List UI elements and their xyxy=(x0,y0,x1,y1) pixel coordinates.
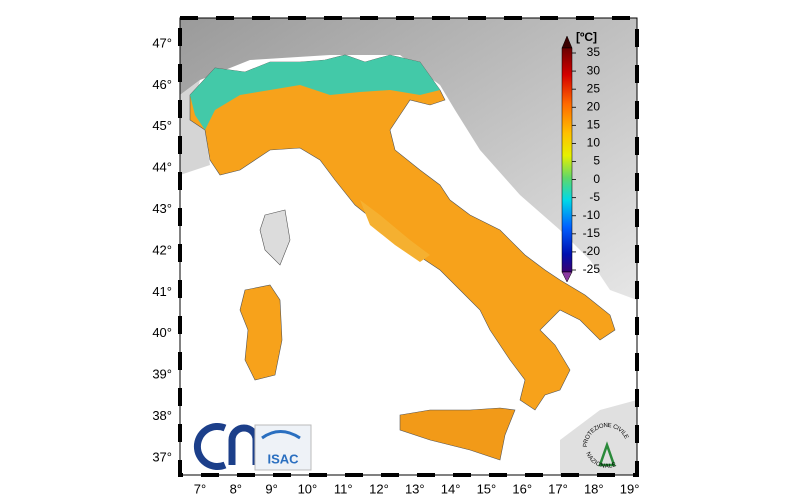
colorbar-tick-label: 5 xyxy=(593,154,600,168)
latitude-label: 46° xyxy=(152,77,172,92)
colorbar-tick-label: -20 xyxy=(583,244,601,258)
isac-text: ISAC xyxy=(267,451,299,466)
longitude-label: 10° xyxy=(298,481,318,496)
latitude-label: 39° xyxy=(152,367,172,382)
colorbar-tick-label: -5 xyxy=(589,190,600,204)
isac-wave xyxy=(261,430,301,440)
colorbar-tick-label: -25 xyxy=(583,262,601,276)
latitude-label: 43° xyxy=(152,201,172,216)
longitude-label: 16° xyxy=(512,481,532,496)
longitude-label: 15° xyxy=(477,481,497,496)
colorbar-tick-label: 15 xyxy=(587,118,601,132)
colorbar-unit: [ºC] xyxy=(576,30,597,44)
longitude-label: 8° xyxy=(230,481,242,496)
latitude-label: 40° xyxy=(152,325,172,340)
latitude-label: 47° xyxy=(152,35,172,50)
colorbar-tick-label: -10 xyxy=(583,208,601,222)
colorbar-tick-label: 25 xyxy=(587,81,601,95)
longitude-label: 18° xyxy=(584,481,604,496)
latitude-label: 41° xyxy=(152,284,172,299)
colorbar-tick-label: 0 xyxy=(593,172,600,186)
longitude-label: 9° xyxy=(265,481,277,496)
latitude-label: 38° xyxy=(152,408,172,423)
latitude-label: 42° xyxy=(152,242,172,257)
colorbar-tick-label: 35 xyxy=(587,45,601,59)
longitude-label: 19° xyxy=(620,481,640,496)
longitude-label: 14° xyxy=(441,481,461,496)
longitude-label: 12° xyxy=(369,481,389,496)
longitude-label: 13° xyxy=(405,481,425,496)
longitude-label: 11° xyxy=(334,481,353,496)
map-frame-ticks xyxy=(178,16,639,477)
colorbar xyxy=(561,35,573,283)
colorbar-tick-label: -15 xyxy=(583,226,601,240)
colorbar-tick-label: 10 xyxy=(587,136,601,150)
latitude-label: 37° xyxy=(152,449,172,464)
longitude-label: 17° xyxy=(548,481,568,496)
colorbar-tick-label: 20 xyxy=(587,99,601,113)
latitude-label: 44° xyxy=(152,160,172,175)
colorbar-tick-label: 30 xyxy=(587,63,601,77)
latitude-label: 45° xyxy=(152,118,172,133)
longitude-label: 7° xyxy=(194,481,206,496)
italy-temperature-field xyxy=(189,54,616,461)
